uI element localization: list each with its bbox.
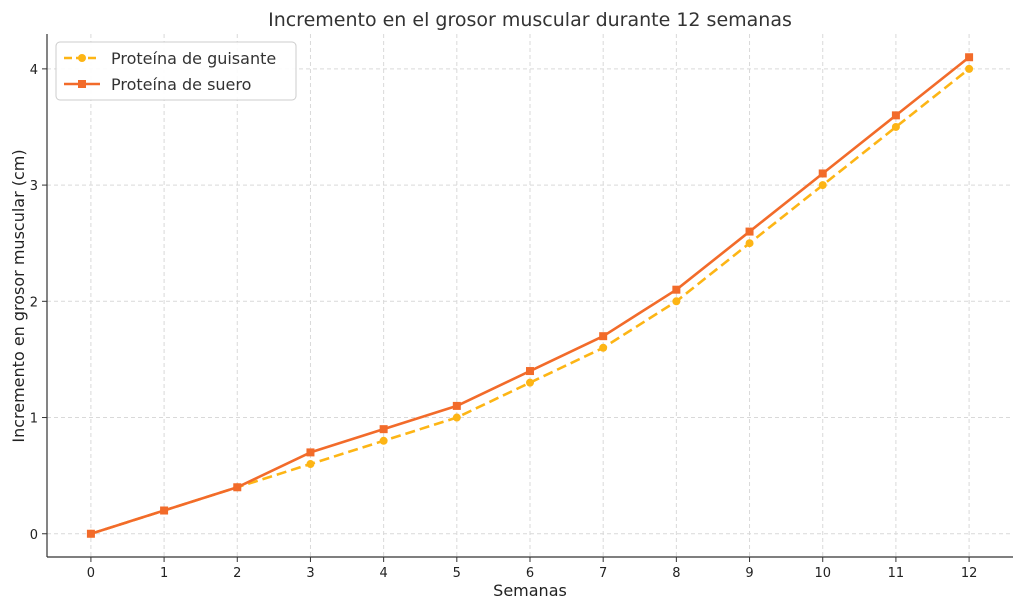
legend-item-0: Proteína de guisante	[64, 49, 276, 68]
data-point	[818, 169, 827, 178]
data-point	[965, 64, 974, 73]
data-point	[672, 297, 681, 306]
x-tick-label: 4	[379, 566, 387, 581]
data-point	[86, 529, 95, 538]
x-tick-label: 12	[961, 566, 978, 581]
data-point	[452, 401, 461, 410]
chart-title: Incremento en el grosor muscular durante…	[268, 9, 792, 31]
legend-marker	[78, 54, 86, 62]
data-point	[818, 181, 827, 190]
legend-marker	[78, 80, 86, 88]
x-tick-label: 11	[888, 566, 905, 581]
y-axis-ticks: 0 1 2 3 4	[30, 63, 47, 543]
data-point	[745, 227, 754, 236]
data-point	[526, 367, 534, 376]
y-tick-label: 4	[30, 63, 38, 78]
legend-item-1: Proteína de suero	[64, 75, 251, 94]
data-point	[306, 460, 315, 469]
legend-label: Proteína de guisante	[111, 49, 276, 68]
x-axis-ticks: 0 1 2 3 4 5 6 7 8 9 10 11 12	[87, 557, 978, 581]
x-tick-label: 5	[453, 566, 461, 581]
y-tick-label: 0	[30, 528, 38, 543]
x-tick-label: 0	[87, 566, 95, 581]
legend-box	[55, 41, 297, 101]
y-tick-label: 2	[30, 295, 38, 310]
data-point	[599, 332, 608, 341]
x-tick-label: 8	[672, 566, 680, 581]
x-tick-label: 3	[306, 566, 314, 581]
series-1	[86, 53, 974, 538]
x-tick-label: 2	[233, 566, 241, 581]
data-point	[891, 122, 900, 131]
data-point	[306, 448, 315, 457]
y-tick-label: 3	[30, 179, 38, 194]
data-point	[965, 53, 974, 62]
series-layer	[86, 53, 974, 538]
data-point	[891, 111, 900, 120]
data-point	[379, 425, 388, 434]
data-point	[526, 378, 534, 387]
data-point	[745, 239, 754, 248]
data-point	[379, 436, 388, 445]
x-tick-label: 9	[745, 566, 753, 581]
y-tick-label: 1	[30, 412, 38, 427]
data-point	[672, 285, 681, 294]
data-point	[160, 506, 169, 515]
x-tick-label: 1	[160, 566, 168, 581]
data-point	[452, 413, 461, 422]
legend-label: Proteína de suero	[111, 75, 251, 94]
x-tick-label: 10	[814, 566, 831, 581]
x-tick-label: 6	[526, 566, 534, 581]
grid	[47, 34, 1013, 557]
y-axis-label: Incremento en grosor muscular (cm)	[9, 149, 28, 442]
legend: Proteína de guisante Proteína de suero	[55, 41, 297, 101]
x-axis-label: Semanas	[493, 581, 567, 600]
data-point	[233, 483, 242, 492]
data-point	[599, 343, 608, 352]
x-tick-label: 7	[599, 566, 607, 581]
